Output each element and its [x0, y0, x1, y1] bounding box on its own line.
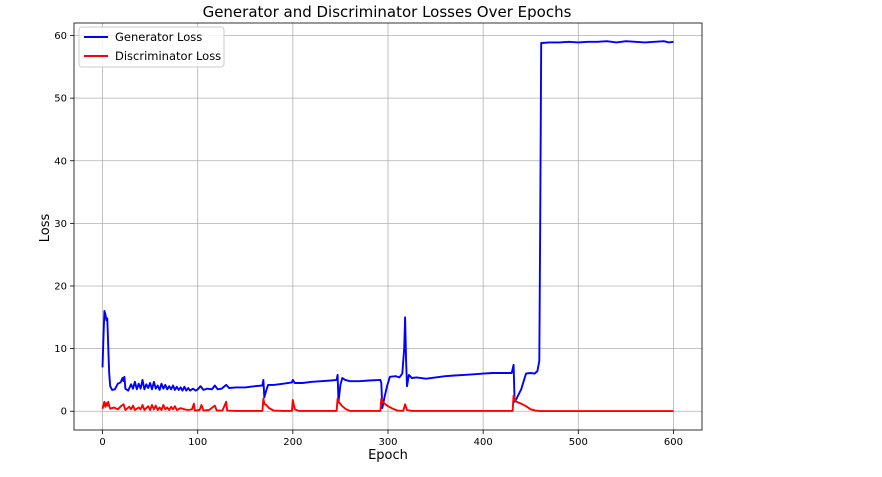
- x-axis-label: Epoch: [368, 448, 408, 463]
- x-tick-label: 500: [569, 437, 588, 448]
- series-line-generator-loss: [101, 40, 674, 410]
- x-tick-label: 300: [378, 437, 397, 448]
- chart-title: Generator and Discriminator Losses Over …: [203, 3, 572, 21]
- x-tick-label: 100: [188, 437, 207, 448]
- legend-label-generator-loss: Generator Loss: [115, 30, 202, 44]
- series-lines: [101, 40, 674, 413]
- legend-box: [78, 26, 225, 68]
- y-tick-label: 30: [54, 219, 67, 230]
- y-tick-label: 20: [54, 281, 67, 292]
- y-tick-label: 50: [54, 94, 67, 105]
- y-tick-label: 60: [54, 31, 67, 42]
- y-tick-label: 10: [54, 344, 67, 355]
- x-tick-label: 600: [664, 437, 683, 448]
- y-tick-label: 0: [61, 407, 67, 418]
- legend-label-discriminator-loss: Discriminator Loss: [115, 49, 221, 63]
- series-line-discriminator-loss: [101, 394, 674, 413]
- y-axis-label: Loss: [38, 214, 53, 243]
- x-tick-label: 400: [474, 437, 493, 448]
- grid-lines: [74, 23, 702, 430]
- legend: Generator Loss Discriminator Loss: [78, 26, 225, 68]
- x-tick-label: 200: [283, 437, 302, 448]
- axis-ticks: 0 100 200 300 400 500 600 0 10 20 30 40 50 60: [54, 31, 683, 448]
- x-tick-label: 0: [99, 437, 105, 448]
- y-tick-label: 40: [54, 156, 67, 167]
